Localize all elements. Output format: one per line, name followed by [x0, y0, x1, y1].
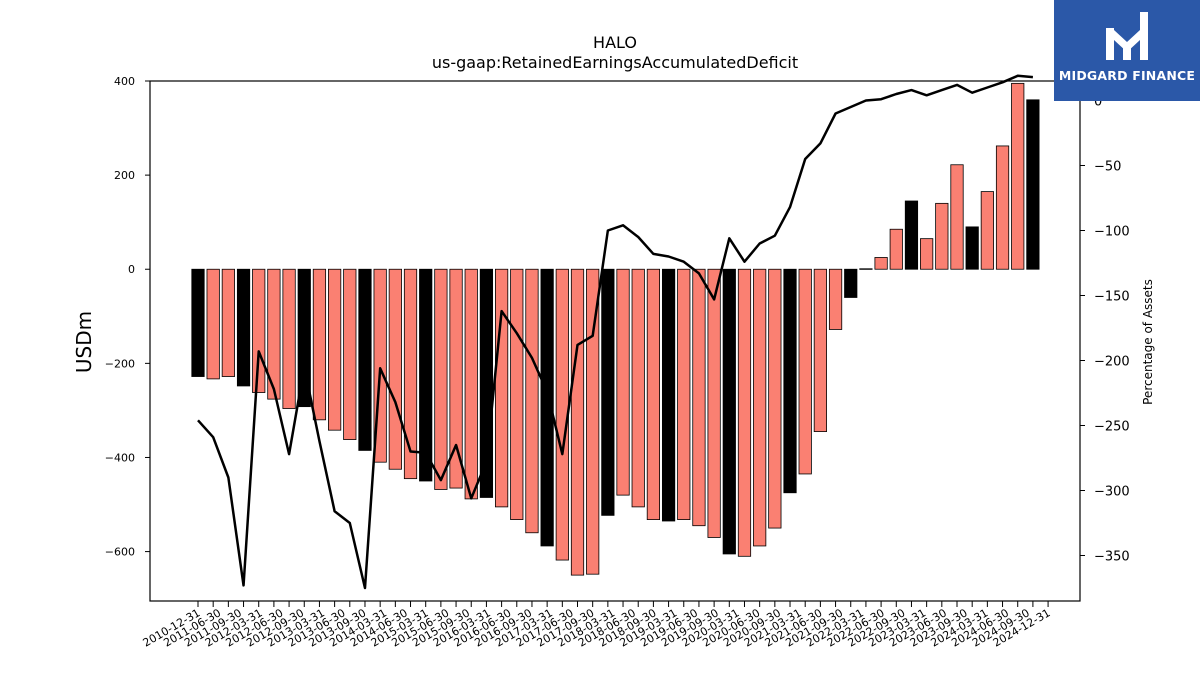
y2-tick-label: −350	[1094, 550, 1130, 565]
plot-frame	[149, 80, 1081, 602]
y2-tick-label: 0	[1094, 95, 1102, 110]
bar	[494, 268, 509, 508]
bar	[419, 268, 433, 482]
bar	[1026, 99, 1040, 270]
bar	[798, 268, 812, 475]
bar	[221, 268, 235, 377]
bar	[692, 268, 706, 527]
bar	[540, 268, 554, 547]
bar	[297, 268, 311, 408]
brand-logo: MIDGARD FINANCE	[1054, 0, 1200, 101]
bar	[707, 268, 721, 538]
y-tick-label: −600	[105, 546, 135, 559]
y-tick-label: 400	[114, 75, 135, 88]
y2-tick-label: −300	[1094, 485, 1130, 500]
bar	[661, 268, 676, 522]
bar	[403, 268, 418, 480]
bar	[965, 226, 979, 270]
bar	[813, 268, 827, 432]
bar	[236, 268, 251, 387]
bar	[388, 268, 402, 470]
line-group	[197, 74, 1034, 590]
bar	[267, 268, 281, 400]
bar	[570, 268, 585, 576]
y2-tick-label: −150	[1094, 290, 1130, 305]
left-axis: −600 −400 −200 0 200 400	[105, 75, 150, 559]
bar	[828, 268, 843, 330]
y-tick-label: −200	[105, 357, 135, 370]
bar	[1011, 82, 1025, 270]
bar	[874, 257, 888, 270]
bar	[904, 200, 919, 270]
bar-group	[191, 82, 1040, 576]
y-tick-label: 0	[128, 263, 135, 276]
bar	[510, 268, 524, 520]
logo-mark-icon	[1106, 12, 1148, 60]
bar	[525, 268, 539, 534]
y-tick-label: 200	[114, 169, 135, 182]
bar	[328, 268, 342, 431]
bar	[935, 202, 949, 270]
bar	[358, 268, 372, 451]
bar	[586, 268, 600, 575]
bar	[844, 268, 858, 298]
y-axis-label: USDm	[72, 311, 96, 373]
right-axis: −350 −300 −250 −200 −150 −100 −50 0	[1080, 95, 1130, 565]
y2-tick-label: −50	[1094, 160, 1121, 175]
chart-subtitle: us-gaap:RetainedEarningsAccumulatedDefic…	[432, 53, 798, 72]
bar	[889, 228, 903, 270]
bar	[753, 268, 767, 547]
series-line	[197, 74, 1034, 590]
bar	[252, 268, 266, 393]
bar	[206, 268, 220, 380]
bar	[783, 268, 797, 494]
bar	[980, 191, 994, 270]
bar	[282, 268, 296, 409]
y2-axis-label: Percentage of Assets	[1141, 279, 1155, 405]
bar	[722, 268, 736, 555]
bar	[601, 268, 615, 516]
bar	[312, 268, 327, 421]
bar	[859, 268, 873, 270]
bar	[646, 268, 661, 520]
y2-tick-label: −100	[1094, 225, 1130, 240]
y2-tick-label: −200	[1094, 355, 1130, 370]
y2-tick-label: −250	[1094, 420, 1130, 435]
bar	[434, 268, 448, 490]
bar	[950, 164, 964, 270]
bar	[191, 268, 205, 377]
bar	[737, 268, 752, 557]
bar	[631, 268, 645, 508]
bar	[343, 268, 357, 440]
logo-text: MIDGARD FINANCE	[1058, 68, 1196, 83]
bar	[449, 268, 463, 489]
bar	[920, 238, 934, 270]
x-axis: 2010-12-312011-06-302011-09-302012-03-31…	[141, 601, 1053, 650]
bar	[768, 268, 782, 529]
bar	[616, 268, 630, 496]
bar	[677, 268, 691, 520]
chart-title: HALO	[593, 33, 637, 52]
bar	[995, 145, 1010, 270]
y-tick-label: −400	[105, 451, 135, 464]
bar	[464, 268, 478, 500]
